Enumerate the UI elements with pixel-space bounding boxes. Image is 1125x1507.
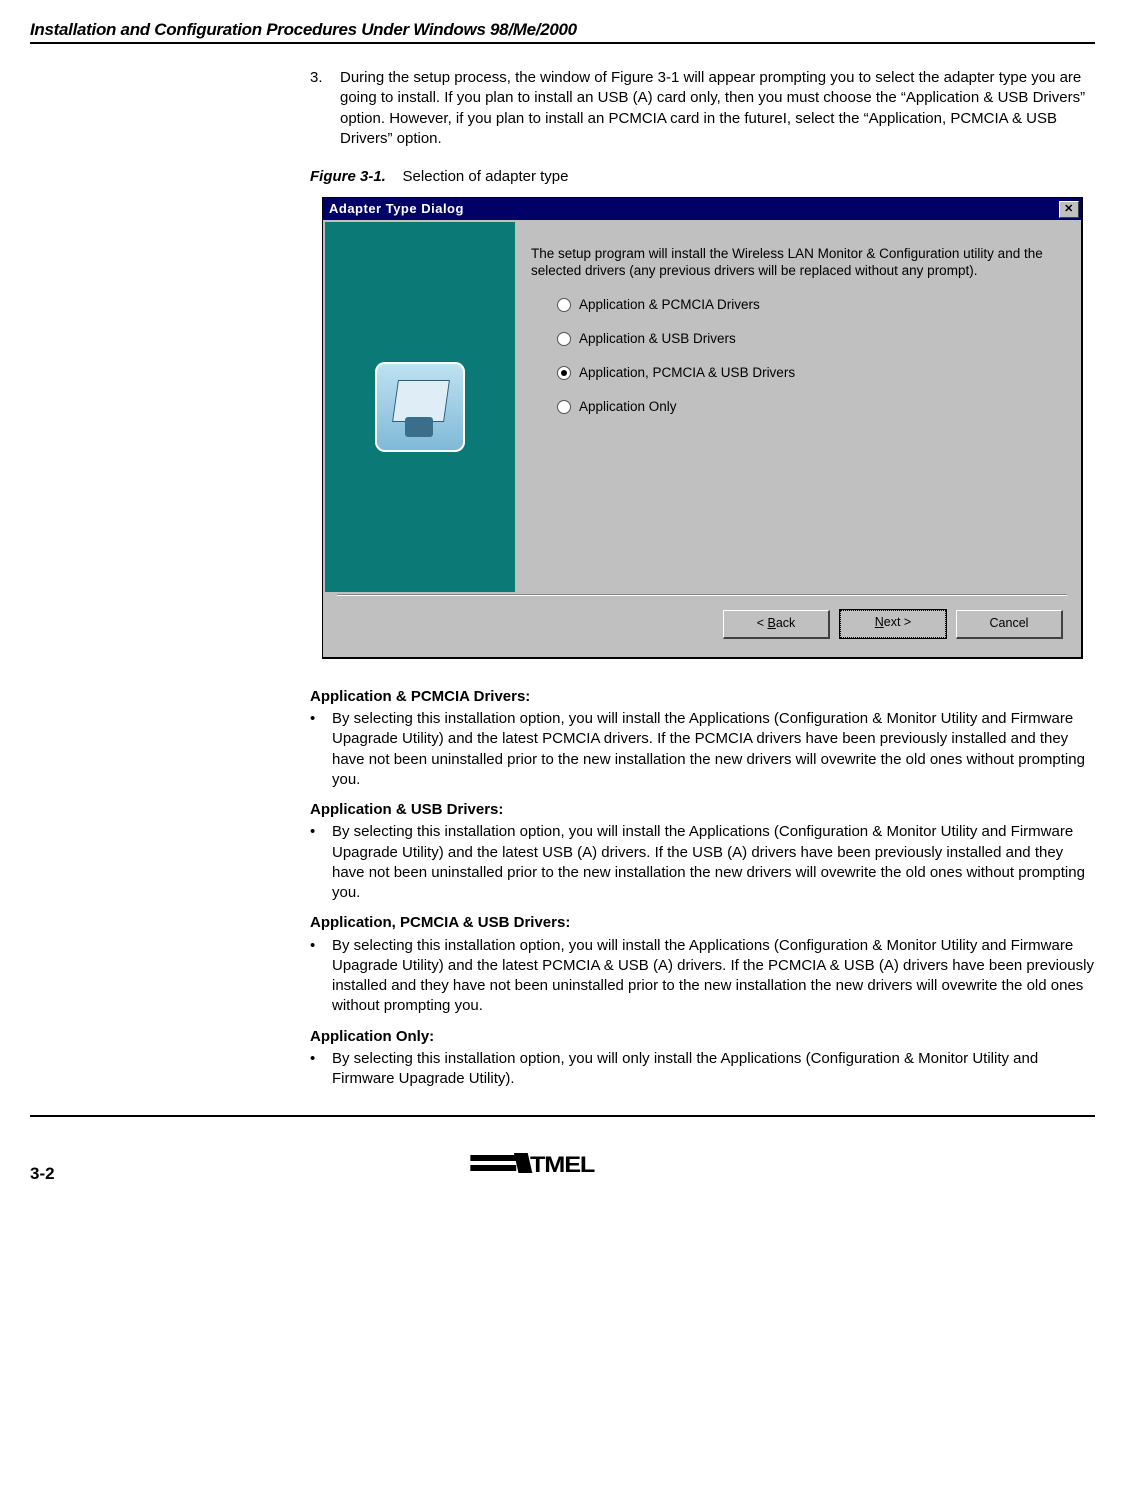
page-header: Installation and Configuration Procedure… bbox=[30, 20, 1095, 44]
step-3: 3. During the setup process, the window … bbox=[310, 68, 1095, 149]
option-heading: Application & PCMCIA Drivers: bbox=[310, 687, 1095, 707]
dialog-button-row: < Back Next > Cancel bbox=[323, 596, 1081, 657]
figure-title: Selection of adapter type bbox=[403, 168, 569, 185]
option-body: By selecting this installation option, y… bbox=[332, 936, 1095, 1017]
cancel-button[interactable]: Cancel bbox=[956, 610, 1063, 639]
radio-option[interactable]: Application Only bbox=[557, 398, 1055, 416]
bullet-icon: • bbox=[310, 822, 332, 903]
radio-icon bbox=[557, 298, 571, 312]
radio-label: Application & PCMCIA Drivers bbox=[579, 296, 760, 314]
radio-option[interactable]: Application & PCMCIA Drivers bbox=[557, 296, 1055, 314]
radio-icon bbox=[557, 332, 571, 346]
figure-label: Figure 3-1. bbox=[310, 168, 386, 185]
radio-icon bbox=[557, 400, 571, 414]
radio-option-list: Application & PCMCIA Drivers Application… bbox=[557, 296, 1055, 417]
dialog-title: Adapter Type Dialog bbox=[329, 200, 464, 218]
radio-label: Application & USB Drivers bbox=[579, 330, 736, 348]
option-body-row: •By selecting this installation option, … bbox=[310, 1049, 1095, 1090]
dialog-titlebar: Adapter Type Dialog ✕ bbox=[323, 198, 1081, 220]
figure-caption: Figure 3-1. Selection of adapter type bbox=[310, 167, 1095, 187]
option-body-row: •By selecting this installation option, … bbox=[310, 822, 1095, 903]
option-descriptions: Application & PCMCIA Drivers:•By selecti… bbox=[310, 687, 1095, 1090]
dialog-description: The setup program will install the Wirel… bbox=[531, 246, 1055, 280]
option-body-row: •By selecting this installation option, … bbox=[310, 936, 1095, 1017]
back-button[interactable]: < Back bbox=[723, 610, 830, 639]
adapter-type-dialog-screenshot: Adapter Type Dialog ✕ The setup program … bbox=[322, 197, 1083, 659]
next-button[interactable]: Next > bbox=[840, 610, 946, 638]
option-body-row: •By selecting this installation option, … bbox=[310, 709, 1095, 790]
atmel-logo: TMEL bbox=[0, 1149, 1109, 1184]
option-body: By selecting this installation option, y… bbox=[332, 709, 1095, 790]
dialog-main-panel: The setup program will install the Wirel… bbox=[515, 222, 1079, 592]
dialog-side-panel bbox=[325, 222, 515, 592]
step-number: 3. bbox=[310, 68, 340, 149]
option-heading: Application Only: bbox=[310, 1027, 1095, 1047]
radio-label: Application, PCMCIA & USB Drivers bbox=[579, 364, 795, 382]
dialog-window: Adapter Type Dialog ✕ The setup program … bbox=[322, 197, 1083, 659]
close-icon[interactable]: ✕ bbox=[1059, 201, 1079, 218]
installer-icon bbox=[375, 362, 465, 452]
page-footer: 3-2 TMEL bbox=[30, 1149, 1095, 1184]
svg-text:TMEL: TMEL bbox=[530, 1154, 595, 1178]
dialog-body: The setup program will install the Wirel… bbox=[323, 220, 1081, 594]
option-body: By selecting this installation option, y… bbox=[332, 1049, 1095, 1090]
option-heading: Application & USB Drivers: bbox=[310, 800, 1095, 820]
radio-label: Application Only bbox=[579, 398, 677, 416]
bullet-icon: • bbox=[310, 709, 332, 790]
step-text: During the setup process, the window of … bbox=[340, 68, 1095, 149]
radio-icon bbox=[557, 366, 571, 380]
radio-option[interactable]: Application & USB Drivers bbox=[557, 330, 1055, 348]
bullet-icon: • bbox=[310, 936, 332, 1017]
bullet-icon: • bbox=[310, 1049, 332, 1090]
radio-option[interactable]: Application, PCMCIA & USB Drivers bbox=[557, 364, 1055, 382]
option-body: By selecting this installation option, y… bbox=[332, 822, 1095, 903]
main-content: 3. During the setup process, the window … bbox=[310, 68, 1095, 1089]
option-heading: Application, PCMCIA & USB Drivers: bbox=[310, 913, 1095, 933]
